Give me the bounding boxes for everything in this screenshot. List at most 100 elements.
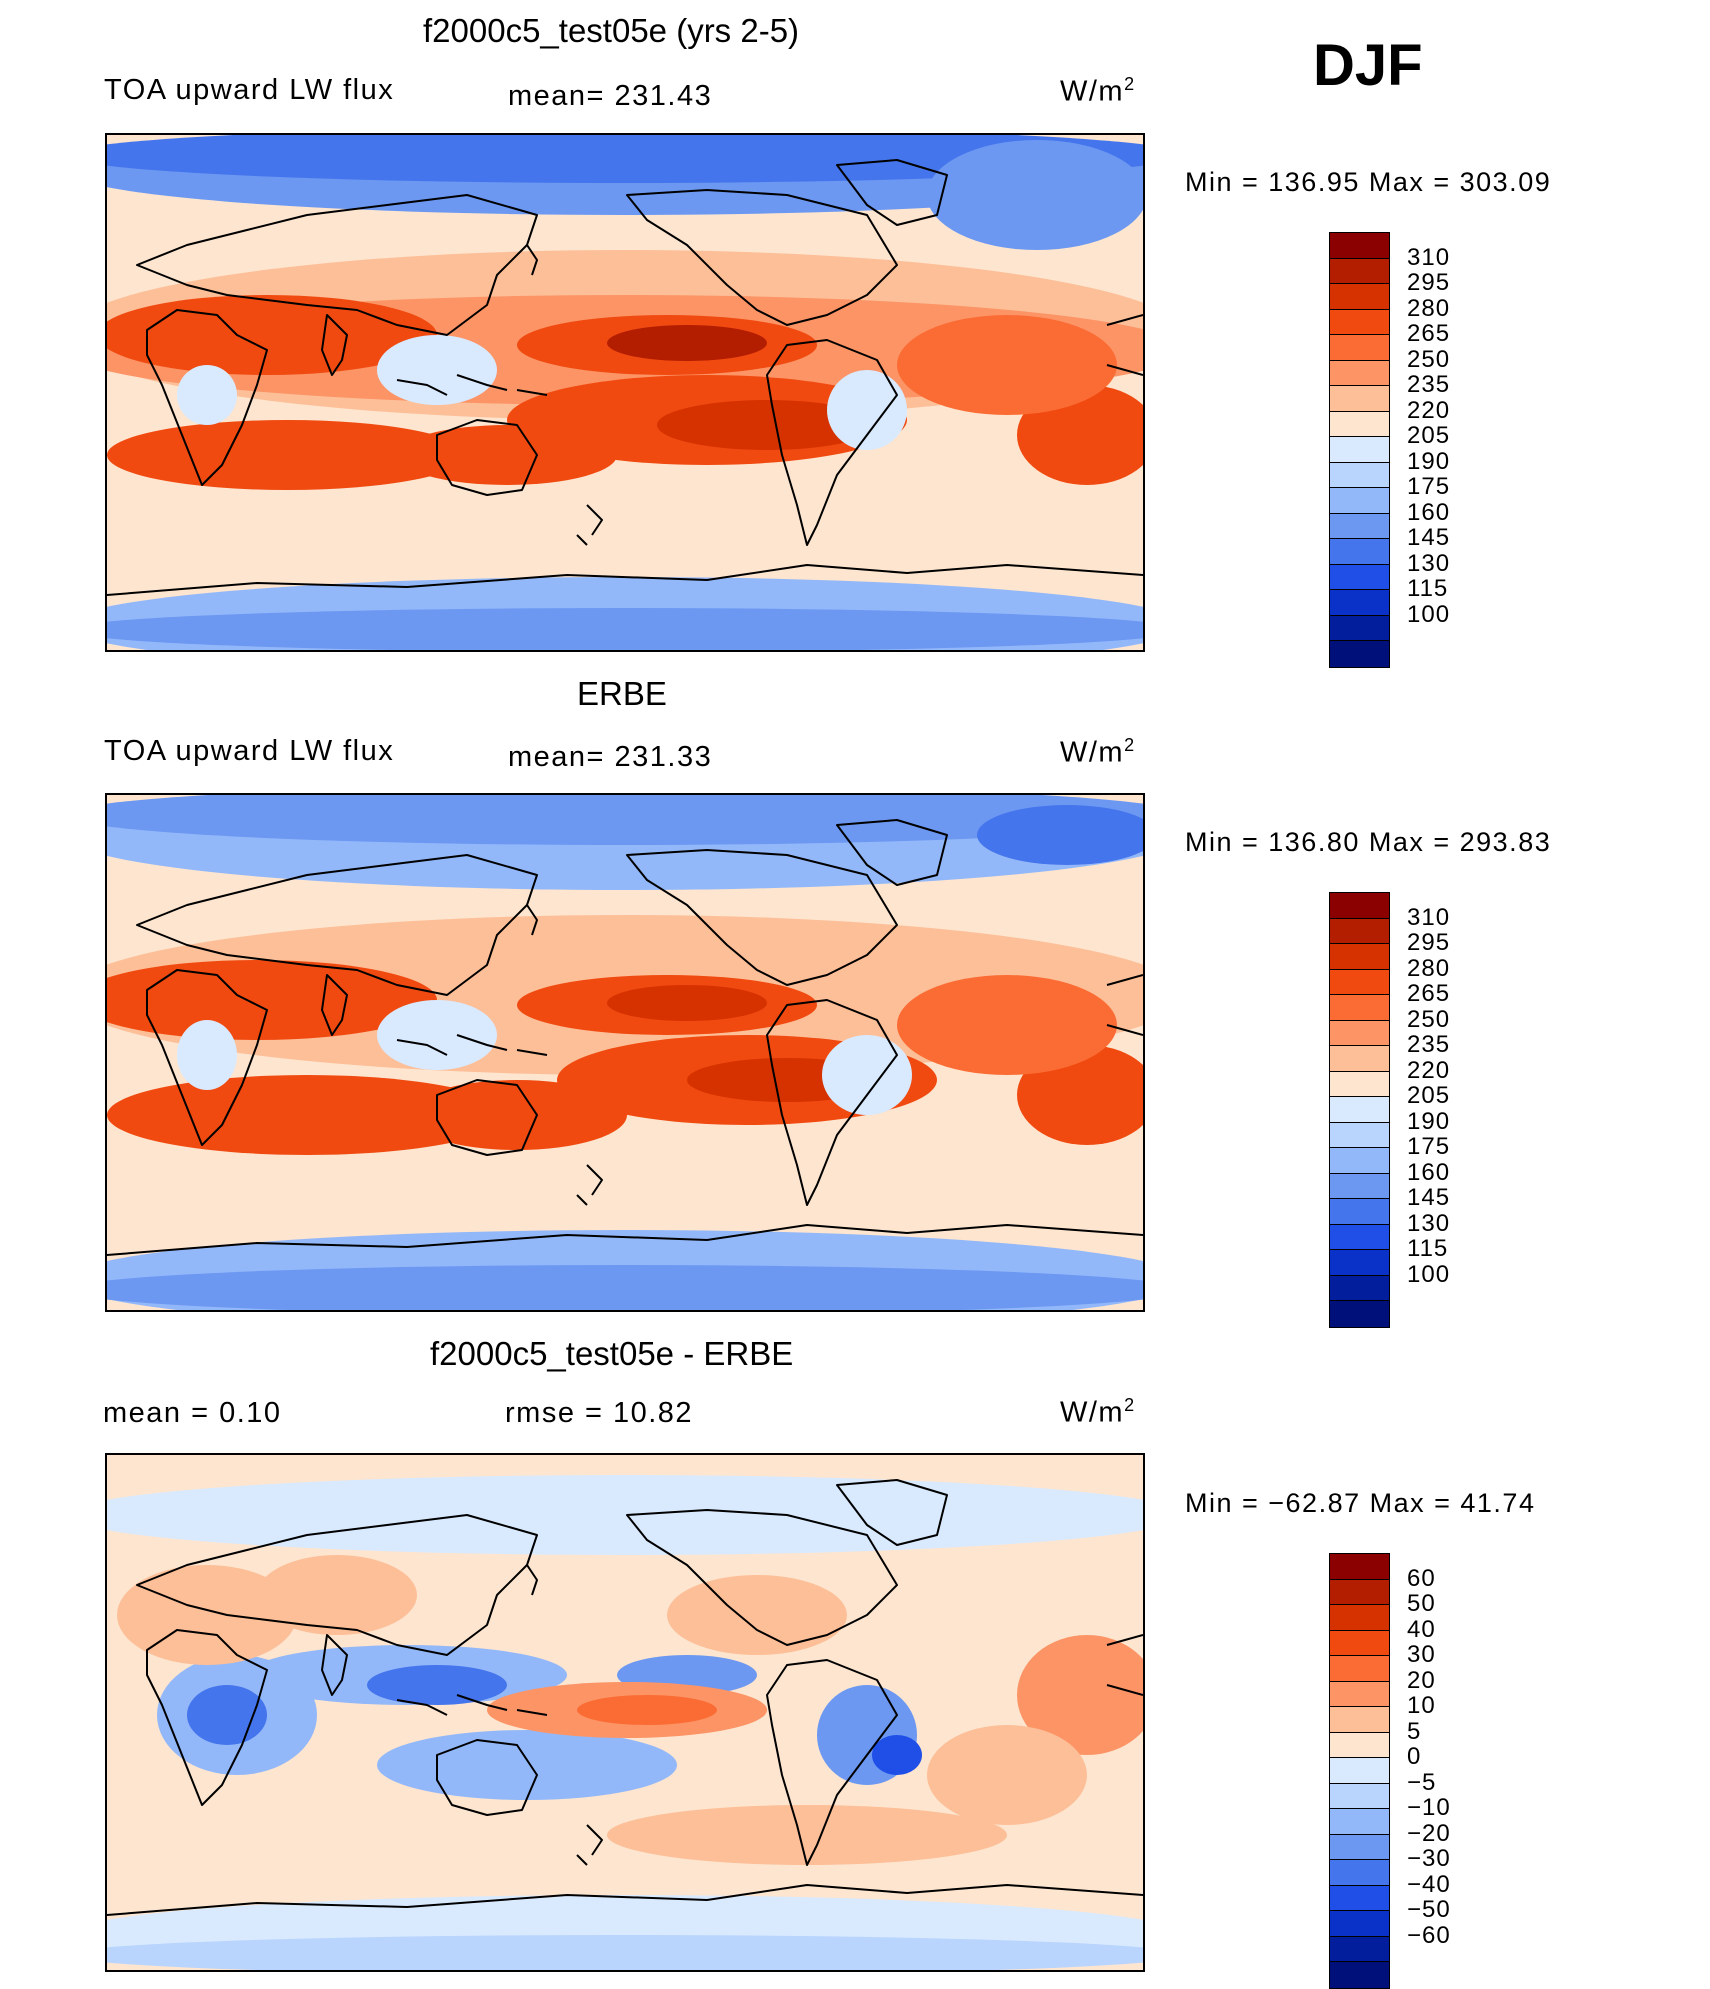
panel1-title: f2000c5_test05e (yrs 2-5) <box>423 12 800 49</box>
colorbar-swatch <box>1330 1911 1389 1937</box>
contour-region <box>377 335 497 405</box>
contour-region <box>107 960 437 1040</box>
coastline-path <box>136 854 538 996</box>
colorbar-swatch <box>1330 386 1389 412</box>
colorbar-tick-label: 220 <box>1407 396 1451 424</box>
colorbar-tick-label: 280 <box>1407 294 1451 322</box>
colorbar-swatch <box>1330 1020 1389 1046</box>
colorbar-tick-label: 220 <box>1407 1056 1451 1084</box>
panel2-colorbar: 310 295 280 265 250 235 220 205 190 175 160 145 130 1… <box>1329 892 1449 1328</box>
coastline-path <box>136 1514 538 1656</box>
panel1-minmax: Min = 136.95 Max = 303.09 <box>1185 167 1552 197</box>
colorbar-swatch <box>1330 1605 1389 1631</box>
colorbar-swatch <box>1330 1834 1389 1860</box>
colorbar-tick-label: 130 <box>1407 1209 1451 1237</box>
colorbar-swatch <box>1330 1936 1389 1962</box>
contour-region <box>177 1020 237 1090</box>
panel3-minmax: Min = −62.87 Max = 41.74 <box>1185 1488 1536 1518</box>
colorbar-swatch <box>1330 539 1389 565</box>
coastline-path <box>396 1034 548 1056</box>
panel3-mean: mean = 0.10 <box>103 1397 282 1429</box>
colorbar-swatch <box>1330 1554 1389 1580</box>
colorbar-swatch <box>1330 1097 1389 1123</box>
contour-region <box>107 295 437 375</box>
colorbar-tick-label: 265 <box>1407 320 1451 347</box>
panel2-title: ERBE <box>577 675 667 712</box>
season-label: DJF <box>1313 33 1423 98</box>
contour-region <box>107 1265 1143 1310</box>
colorbar-tick-label: 20 <box>1407 1666 1436 1694</box>
coastline-path <box>107 1884 1143 1916</box>
contour-region <box>827 370 907 450</box>
contour-region <box>107 1475 1143 1555</box>
colorbar-tick-label: 5 <box>1407 1717 1422 1745</box>
contour-region <box>107 135 1143 183</box>
colorbar-swatch <box>1330 1860 1389 1886</box>
contour-region <box>397 425 617 485</box>
colorbar-swatch <box>1330 1173 1389 1199</box>
colorbar-tick-label: 145 <box>1407 1184 1451 1211</box>
panel2-mean: mean= 231.33 <box>508 741 713 773</box>
colorbar-tick-label: 40 <box>1407 1615 1436 1643</box>
colorbar-tick-label: 205 <box>1407 422 1451 449</box>
contour-region <box>407 1080 627 1150</box>
colorbar-swatch <box>1330 1783 1389 1809</box>
colorbar-tick-label: 190 <box>1407 1107 1451 1135</box>
colorbar-swatch <box>1330 335 1389 361</box>
panel1-mean: mean= 231.43 <box>508 80 713 112</box>
coastline-path <box>1106 974 1143 1036</box>
colorbar-swatch <box>1330 309 1389 335</box>
colorbar-tick-label: 250 <box>1407 345 1451 373</box>
panel3-rmse: rmse = 10.82 <box>505 1397 694 1429</box>
coastline-path <box>436 419 538 496</box>
contour-region <box>927 1725 1087 1825</box>
colorbar-swatch <box>1330 1224 1389 1250</box>
coastline-path <box>576 1164 603 1206</box>
panel2-units: W/m2 <box>1060 735 1136 769</box>
colorbar-swatch <box>1330 360 1389 386</box>
colorbar-swatch <box>1330 564 1389 590</box>
contour-region <box>927 140 1143 250</box>
colorbar-tick-label: 50 <box>1407 1590 1436 1617</box>
colorbar-tick-label: 175 <box>1407 473 1451 500</box>
contour-region <box>607 1805 1007 1865</box>
panel3-units: W/m2 <box>1060 1395 1136 1429</box>
panel3-map <box>105 1453 1145 1972</box>
colorbar-swatch <box>1330 1656 1389 1682</box>
contour-region <box>107 1075 507 1155</box>
contour-region <box>667 1575 847 1655</box>
colorbar-tick-label: 160 <box>1407 1158 1451 1186</box>
colorbar-swatch <box>1330 513 1389 539</box>
panel2-variable: TOA upward LW flux <box>104 735 395 767</box>
coastline-path <box>1106 314 1143 376</box>
colorbar-tick-label: 130 <box>1407 549 1451 577</box>
coastline-path <box>766 999 898 1206</box>
colorbar-swatch <box>1330 1122 1389 1148</box>
colorbar-swatch <box>1330 1199 1389 1225</box>
contour-region <box>1017 1635 1143 1755</box>
coastline-path <box>576 504 603 546</box>
colorbar-tick-label: 175 <box>1407 1133 1451 1160</box>
colorbar-tick-label: 280 <box>1407 954 1451 982</box>
contour-region <box>107 608 1143 650</box>
colorbar-swatch <box>1330 1962 1389 1988</box>
colorbar-swatch <box>1330 944 1389 970</box>
colorbar-swatch <box>1330 1071 1389 1097</box>
colorbar-tick-label: 115 <box>1407 1235 1449 1262</box>
colorbar-swatch <box>1330 893 1389 919</box>
coastline-path <box>526 1564 538 1596</box>
colorbar-tick-label: 295 <box>1407 269 1451 296</box>
contour-region <box>107 795 1143 845</box>
coastlines <box>107 1479 1143 1916</box>
coastline-path <box>396 374 548 396</box>
coastline-path <box>321 1634 348 1696</box>
colorbar-tick-label: 235 <box>1407 1031 1451 1058</box>
colorbar-swatch <box>1330 1579 1389 1605</box>
colorbar-tick-label: 60 <box>1407 1564 1436 1592</box>
contour-region <box>107 490 807 540</box>
colorbar-swatch <box>1330 1681 1389 1707</box>
colorbar-swatch <box>1330 590 1389 616</box>
coastlines <box>107 159 1143 596</box>
panel2-minmax: Min = 136.80 Max = 293.83 <box>1185 827 1552 857</box>
colorbar-swatch <box>1330 1250 1389 1276</box>
